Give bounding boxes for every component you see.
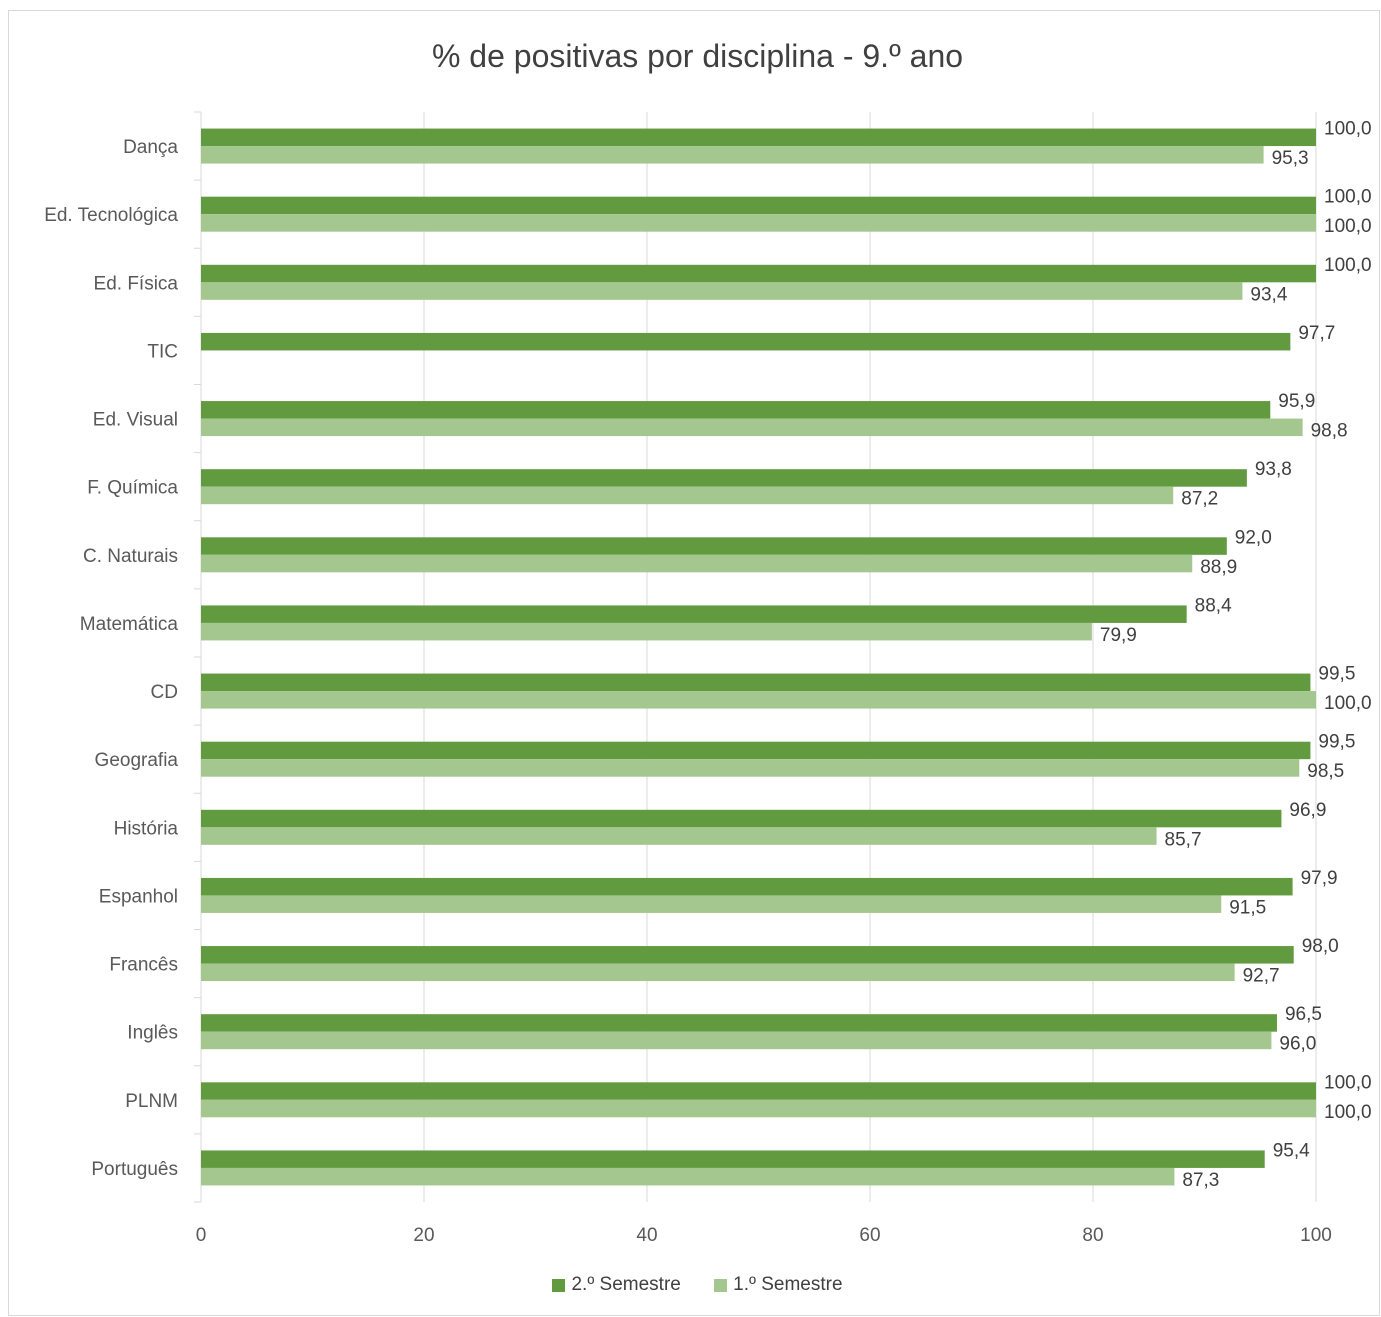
data-label: 85,7 [1165, 829, 1202, 850]
data-label: 98,5 [1307, 761, 1344, 782]
bar [201, 332, 1291, 351]
x-tick-label: 100 [1300, 1225, 1332, 1246]
data-label: 98,0 [1302, 936, 1339, 957]
bar [201, 554, 1193, 573]
category-label: Inglês [127, 1023, 178, 1044]
legend-item-series-1: 2.º Semestre [552, 1274, 681, 1296]
category-label: TIC [147, 341, 178, 362]
bar [201, 691, 1316, 709]
bar [201, 418, 1303, 437]
data-label: 92,0 [1235, 527, 1272, 548]
bar [201, 196, 1316, 215]
bar [201, 827, 1157, 845]
bar [201, 214, 1316, 232]
data-label: 100,0 [1324, 119, 1372, 140]
data-label: 99,5 [1318, 664, 1355, 685]
data-label: 97,9 [1301, 868, 1338, 889]
data-label: 100,0 [1324, 693, 1372, 714]
data-label: 91,5 [1229, 897, 1266, 918]
data-label: 93,8 [1255, 459, 1292, 480]
legend-label-series-2: 1.º Semestre [733, 1274, 843, 1295]
bar [201, 895, 1222, 913]
category-label: C. Naturais [83, 546, 178, 567]
data-label: 98,8 [1311, 421, 1348, 442]
category-label: Dança [123, 137, 178, 158]
data-label: 79,9 [1100, 625, 1137, 646]
bar [201, 469, 1247, 487]
category-label: Francês [109, 955, 178, 976]
bar [201, 963, 1235, 982]
bar [201, 1082, 1316, 1100]
data-label: 95,3 [1272, 148, 1309, 169]
bar [201, 622, 1092, 641]
bar [201, 282, 1243, 300]
data-label: 92,7 [1243, 966, 1280, 987]
category-label: CD [151, 682, 178, 703]
category-label: Ed. Tecnológica [44, 205, 178, 226]
bar [201, 1031, 1272, 1050]
bar [201, 605, 1187, 623]
category-label: Matemática [80, 614, 179, 635]
category-label: Português [91, 1159, 178, 1180]
bar [201, 1099, 1316, 1118]
bar [201, 673, 1311, 692]
bar [201, 741, 1311, 760]
data-label: 100,0 [1324, 1072, 1372, 1093]
legend-item-series-2: 1.º Semestre [714, 1274, 843, 1296]
data-label: 100,0 [1324, 187, 1372, 208]
bar [201, 537, 1227, 555]
x-tick-label: 40 [636, 1225, 657, 1246]
data-label: 95,9 [1278, 391, 1315, 412]
x-tick-label: 80 [1082, 1225, 1103, 1246]
data-label: 88,4 [1195, 595, 1232, 616]
bar [201, 1167, 1175, 1186]
data-label: 99,5 [1318, 732, 1355, 753]
data-label: 100,0 [1324, 255, 1372, 276]
data-label: 100,0 [1324, 1102, 1372, 1123]
data-label: 96,5 [1285, 1004, 1322, 1025]
x-tick-label: 60 [859, 1225, 880, 1246]
bar [201, 1014, 1277, 1032]
x-tick-label: 20 [413, 1225, 434, 1246]
data-label: 87,3 [1182, 1170, 1219, 1191]
category-label: F. Química [87, 478, 178, 499]
data-label: 100,0 [1324, 216, 1372, 237]
bar [201, 146, 1264, 164]
legend-label-series-1: 2.º Semestre [571, 1274, 681, 1295]
data-label: 88,9 [1200, 557, 1237, 578]
bar [201, 946, 1294, 964]
data-label: 96,9 [1289, 800, 1326, 821]
bar [201, 759, 1300, 777]
bar [201, 877, 1293, 896]
data-label: 95,4 [1273, 1140, 1310, 1161]
bar [201, 401, 1271, 419]
data-label: 97,7 [1298, 323, 1335, 344]
category-label: História [114, 818, 179, 839]
data-label: 93,4 [1250, 284, 1287, 305]
bar [201, 809, 1282, 828]
category-label: Espanhol [99, 886, 178, 907]
bar [201, 128, 1316, 147]
bar [201, 486, 1174, 505]
category-label: Ed. Visual [93, 410, 178, 431]
data-label: 87,2 [1181, 489, 1218, 510]
category-label: Geografia [95, 750, 179, 771]
category-label: Ed. Física [94, 273, 179, 294]
category-label: PLNM [125, 1091, 178, 1112]
data-label: 96,0 [1279, 1034, 1316, 1055]
bar [201, 264, 1316, 283]
chart-title: % de positivas por disciplina - 9.º ano [431, 38, 964, 74]
legend-swatch-series-2 [714, 1278, 728, 1292]
legend-swatch-series-1 [552, 1278, 566, 1292]
bar [201, 1150, 1265, 1168]
x-tick-label: 0 [196, 1225, 207, 1246]
legend: 2.º Semestre 1.º Semestre [0, 1274, 1381, 1298]
